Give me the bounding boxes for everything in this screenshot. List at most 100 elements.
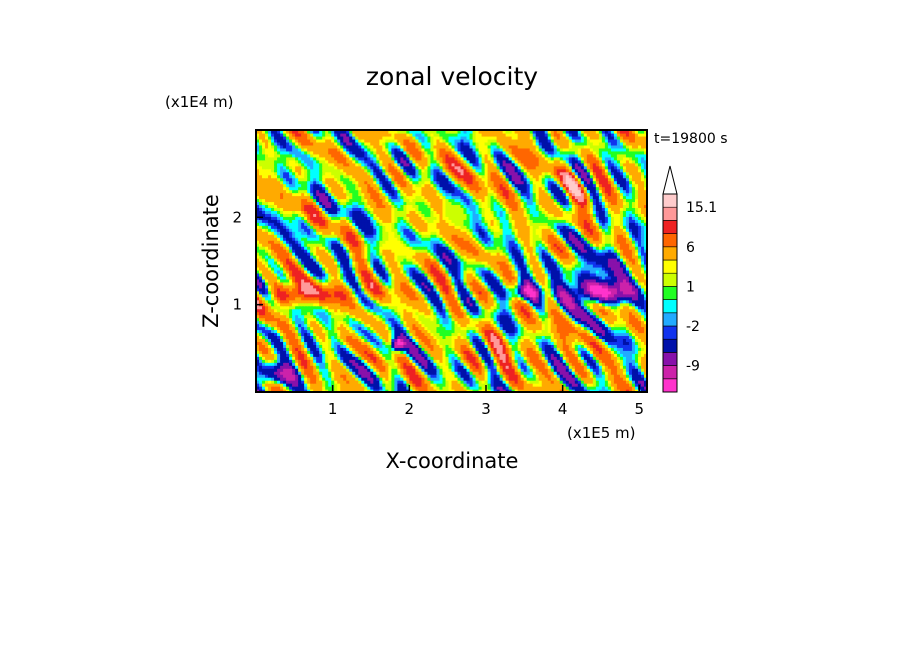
heatmap-cell [346,374,350,378]
heatmap-cell [367,383,371,387]
heatmap-cell [283,356,287,360]
heatmap-cell [445,356,450,360]
heatmap-cell [508,371,513,375]
heatmap-cell [409,356,413,360]
heatmap-cell [544,347,549,351]
heatmap-cell [550,389,555,392]
heatmap-cell [460,338,465,342]
heatmap-cell [412,341,417,345]
heatmap-cell [382,365,386,369]
heatmap-cell [568,341,573,345]
heatmap-cell [478,365,483,369]
heatmap-cell [307,341,311,345]
heatmap-cell [358,374,362,378]
heatmap-cell [334,371,338,375]
heatmap-cell [613,359,618,363]
heatmap-cell [439,353,444,357]
heatmap-cell [595,383,600,387]
heatmap-cell [406,377,410,381]
heatmap-cell [439,344,444,348]
heatmap-cell [274,371,278,375]
heatmap-cell [490,380,495,384]
heatmap-cell [361,356,365,360]
heatmap-cell [583,350,588,354]
heatmap-cell [268,380,272,384]
heatmap-cell [256,386,260,390]
heatmap-cell [439,368,444,372]
heatmap-cell [577,374,582,378]
heatmap-cell [625,365,630,369]
heatmap-cell [313,380,317,384]
heatmap-cell [484,353,489,357]
heatmap-cell [601,359,606,363]
heatmap-cell [346,356,350,360]
heatmap-cell [397,344,401,348]
heatmap-cell [310,377,314,381]
heatmap-cell [616,347,621,351]
heatmap-cell [376,362,380,366]
heatmap-cell [538,365,543,369]
heatmap-cell [550,383,555,387]
heatmap-cell [337,374,341,378]
heatmap-cell [319,389,323,392]
heatmap-cell [613,389,618,392]
heatmap-cell [511,383,516,387]
heatmap-cell [415,356,420,360]
heatmap-cell [505,356,510,360]
heatmap-cell [484,359,489,363]
heatmap-cell [514,386,519,390]
heatmap-cell [502,347,507,351]
heatmap-cell [493,350,498,354]
heatmap-cell [484,377,489,381]
heatmap-cell [505,386,510,390]
heatmap-cell [376,338,380,342]
heatmap-cell [577,341,582,345]
heatmap-cell [490,377,495,381]
heatmap-cell [634,359,639,363]
heatmap-cell [361,344,365,348]
heatmap-cell [295,380,299,384]
heatmap-cell [427,362,432,366]
heatmap-cell [562,389,567,392]
heatmap-cell [568,344,573,348]
heatmap-cell [379,356,383,360]
heatmap-cell [562,380,567,384]
heatmap-cell [448,362,453,366]
heatmap-cell [643,350,647,354]
heatmap-cell [307,347,311,351]
heatmap-cell [400,368,404,372]
heatmap-cell [424,386,429,390]
heatmap-cell [379,362,383,366]
heatmap-cell [259,371,263,375]
heatmap-cell [424,344,429,348]
heatmap-cell [571,362,576,366]
heatmap-cell [397,362,401,366]
heatmap-cell [289,374,293,378]
heatmap-cell [298,356,302,360]
heatmap-cell [475,356,480,360]
heatmap-cell [487,356,492,360]
heatmap-cell [271,368,275,372]
heatmap-cell [610,362,615,366]
heatmap-cell [550,359,555,363]
heatmap-cell [439,389,444,392]
heatmap-cell [409,389,413,392]
heatmap-cell [634,389,639,392]
heatmap-cell [439,356,444,360]
heatmap-cell [499,341,504,345]
heatmap-cell [496,338,501,342]
heatmap-cell [526,353,531,357]
heatmap-cell [499,389,504,392]
heatmap-cell [490,368,495,372]
heatmap-cell [391,380,395,384]
heatmap-cell [415,350,420,354]
heatmap-cell [505,362,510,366]
heatmap-cell [265,386,269,390]
heatmap-cell [478,377,483,381]
heatmap-cell [334,338,338,342]
heatmap-cell [298,338,302,342]
heatmap-cell [415,383,420,387]
heatmap-cell [511,344,516,348]
heatmap-cell [571,383,576,387]
heatmap-cell [610,353,615,357]
